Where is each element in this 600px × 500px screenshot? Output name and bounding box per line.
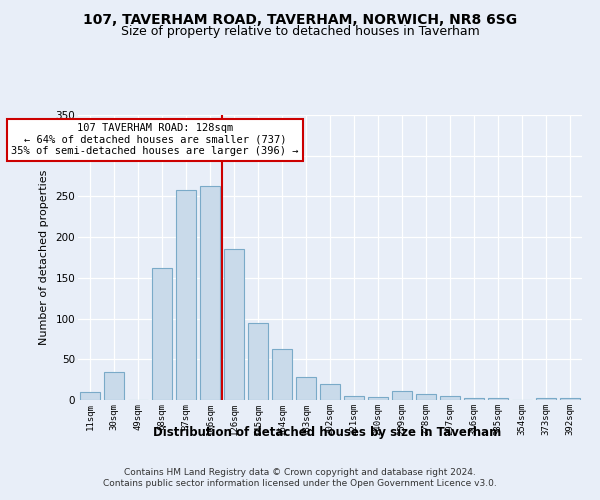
Bar (488, 398, 508, 400)
Bar (104, 372, 124, 400)
Bar (272, 348, 292, 400)
Text: Distribution of detached houses by size in Taverham: Distribution of detached houses by size … (153, 426, 501, 439)
Bar (440, 396, 460, 400)
Bar (464, 398, 484, 400)
Bar (152, 268, 172, 400)
Bar (296, 377, 316, 400)
Text: 107 TAVERHAM ROAD: 128sqm
← 64% of detached houses are smaller (737)
35% of semi: 107 TAVERHAM ROAD: 128sqm ← 64% of detac… (11, 123, 299, 156)
Bar (392, 391, 412, 400)
Text: Contains HM Land Registry data © Crown copyright and database right 2024.: Contains HM Land Registry data © Crown c… (124, 468, 476, 477)
Bar (224, 250, 244, 400)
Bar (536, 398, 556, 400)
Text: Contains public sector information licensed under the Open Government Licence v3: Contains public sector information licen… (103, 479, 497, 488)
Y-axis label: Number of detached properties: Number of detached properties (38, 170, 49, 345)
Bar (176, 190, 196, 400)
Bar (200, 186, 220, 400)
Bar (320, 384, 340, 400)
Text: Size of property relative to detached houses in Taverham: Size of property relative to detached ho… (121, 25, 479, 38)
Bar (368, 396, 388, 400)
Bar (80, 392, 100, 400)
Bar (248, 322, 268, 400)
Text: 107, TAVERHAM ROAD, TAVERHAM, NORWICH, NR8 6SG: 107, TAVERHAM ROAD, TAVERHAM, NORWICH, N… (83, 12, 517, 26)
Bar (560, 398, 580, 400)
Bar (416, 394, 436, 400)
Bar (344, 396, 364, 400)
